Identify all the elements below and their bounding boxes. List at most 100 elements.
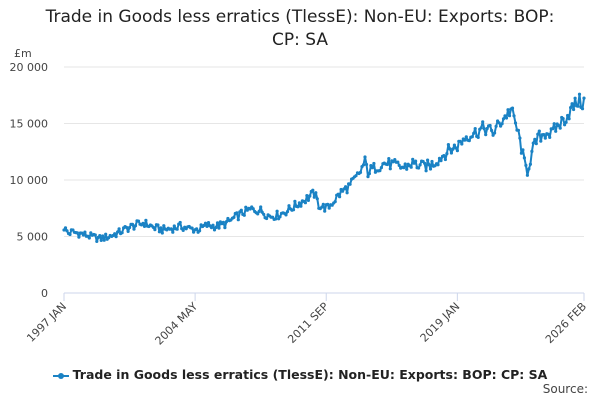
data-point[interactable] bbox=[338, 195, 342, 199]
data-point[interactable] bbox=[385, 162, 389, 167]
data-point[interactable] bbox=[89, 231, 93, 235]
data-point[interactable] bbox=[378, 169, 382, 173]
data-point[interactable] bbox=[543, 136, 547, 140]
data-point[interactable] bbox=[157, 230, 161, 234]
data-point[interactable] bbox=[354, 174, 358, 178]
data-point[interactable] bbox=[542, 133, 546, 137]
data-point[interactable] bbox=[501, 117, 506, 121]
data-point[interactable] bbox=[291, 208, 296, 212]
data-point[interactable] bbox=[546, 132, 550, 136]
data-point[interactable] bbox=[198, 229, 202, 233]
data-point[interactable] bbox=[570, 102, 574, 106]
data-point[interactable] bbox=[239, 208, 243, 212]
data-point[interactable] bbox=[214, 225, 218, 230]
data-point[interactable] bbox=[116, 230, 120, 234]
data-point[interactable] bbox=[446, 143, 450, 147]
data-point[interactable] bbox=[424, 169, 428, 173]
data-point[interactable] bbox=[510, 106, 515, 110]
data-point[interactable] bbox=[321, 202, 325, 206]
data-point[interactable] bbox=[530, 149, 534, 153]
data-point[interactable] bbox=[315, 197, 319, 201]
data-point[interactable] bbox=[551, 127, 555, 131]
data-point[interactable] bbox=[144, 218, 148, 222]
data-point[interactable] bbox=[427, 163, 431, 167]
legend[interactable]: Trade in Goods less erratics (TlessE): N… bbox=[0, 367, 600, 382]
data-point[interactable] bbox=[460, 142, 464, 146]
data-point[interactable] bbox=[235, 211, 239, 215]
data-point[interactable] bbox=[476, 135, 480, 139]
data-point[interactable] bbox=[528, 162, 533, 166]
data-point[interactable] bbox=[418, 163, 422, 167]
data-point[interactable] bbox=[512, 114, 516, 118]
data-point[interactable] bbox=[242, 213, 246, 217]
data-point[interactable] bbox=[397, 163, 401, 167]
data-point[interactable] bbox=[504, 116, 509, 120]
data-point[interactable] bbox=[296, 205, 300, 209]
data-point[interactable] bbox=[345, 191, 349, 195]
data-point[interactable] bbox=[171, 230, 175, 234]
data-point[interactable] bbox=[203, 221, 208, 225]
data-point[interactable] bbox=[195, 227, 199, 231]
data-point[interactable] bbox=[499, 124, 503, 128]
data-point[interactable] bbox=[539, 139, 543, 143]
data-point[interactable] bbox=[361, 163, 366, 167]
data-point[interactable] bbox=[65, 229, 69, 233]
data-point[interactable] bbox=[172, 224, 176, 228]
data-point[interactable] bbox=[303, 201, 307, 205]
data-point[interactable] bbox=[426, 158, 430, 162]
data-point[interactable] bbox=[454, 146, 458, 150]
data-point[interactable] bbox=[312, 195, 316, 199]
data-point[interactable] bbox=[348, 182, 352, 186]
data-point[interactable] bbox=[522, 156, 527, 160]
data-point[interactable] bbox=[493, 131, 497, 135]
data-point[interactable] bbox=[153, 228, 157, 232]
data-point[interactable] bbox=[524, 163, 528, 167]
data-point[interactable] bbox=[463, 138, 467, 142]
data-point[interactable] bbox=[102, 238, 106, 242]
data-point[interactable] bbox=[563, 123, 567, 127]
data-point[interactable] bbox=[582, 96, 586, 100]
data-point[interactable] bbox=[341, 189, 345, 193]
data-point[interactable] bbox=[521, 148, 525, 152]
data-point[interactable] bbox=[68, 232, 72, 237]
data-point[interactable] bbox=[448, 147, 452, 151]
data-point[interactable] bbox=[430, 159, 434, 164]
data-point[interactable] bbox=[71, 228, 75, 232]
data-point[interactable] bbox=[534, 142, 538, 146]
data-point[interactable] bbox=[436, 163, 440, 167]
data-point[interactable] bbox=[558, 126, 562, 130]
data-point[interactable] bbox=[423, 161, 427, 165]
data-point[interactable] bbox=[297, 201, 301, 205]
data-point[interactable] bbox=[257, 209, 261, 213]
data-point[interactable] bbox=[156, 223, 160, 227]
data-point[interactable] bbox=[485, 126, 489, 131]
data-point[interactable] bbox=[190, 226, 194, 230]
data-point[interactable] bbox=[274, 217, 278, 221]
data-point[interactable] bbox=[387, 157, 391, 161]
data-point[interactable] bbox=[557, 124, 561, 128]
data-point[interactable] bbox=[455, 149, 459, 153]
data-point[interactable] bbox=[77, 235, 81, 239]
data-point[interactable] bbox=[497, 121, 501, 125]
data-point[interactable] bbox=[525, 173, 530, 177]
data-point[interactable] bbox=[573, 96, 577, 100]
data-point[interactable] bbox=[405, 167, 409, 171]
series-layer[interactable] bbox=[62, 92, 586, 243]
data-point[interactable] bbox=[125, 225, 129, 230]
data-point[interactable] bbox=[327, 206, 331, 210]
data-point[interactable] bbox=[209, 226, 214, 230]
data-point[interactable] bbox=[159, 226, 163, 230]
data-point[interactable] bbox=[484, 133, 488, 137]
data-point[interactable] bbox=[527, 167, 531, 171]
data-point[interactable] bbox=[284, 213, 288, 217]
data-point[interactable] bbox=[417, 166, 421, 170]
data-point[interactable] bbox=[259, 205, 263, 209]
data-point[interactable] bbox=[132, 227, 136, 231]
data-point[interactable] bbox=[130, 222, 135, 226]
data-point[interactable] bbox=[572, 107, 576, 112]
data-point[interactable] bbox=[533, 137, 537, 141]
data-point[interactable] bbox=[490, 128, 494, 133]
data-point[interactable] bbox=[452, 143, 456, 147]
data-point[interactable] bbox=[142, 224, 147, 228]
data-point[interactable] bbox=[548, 135, 552, 139]
